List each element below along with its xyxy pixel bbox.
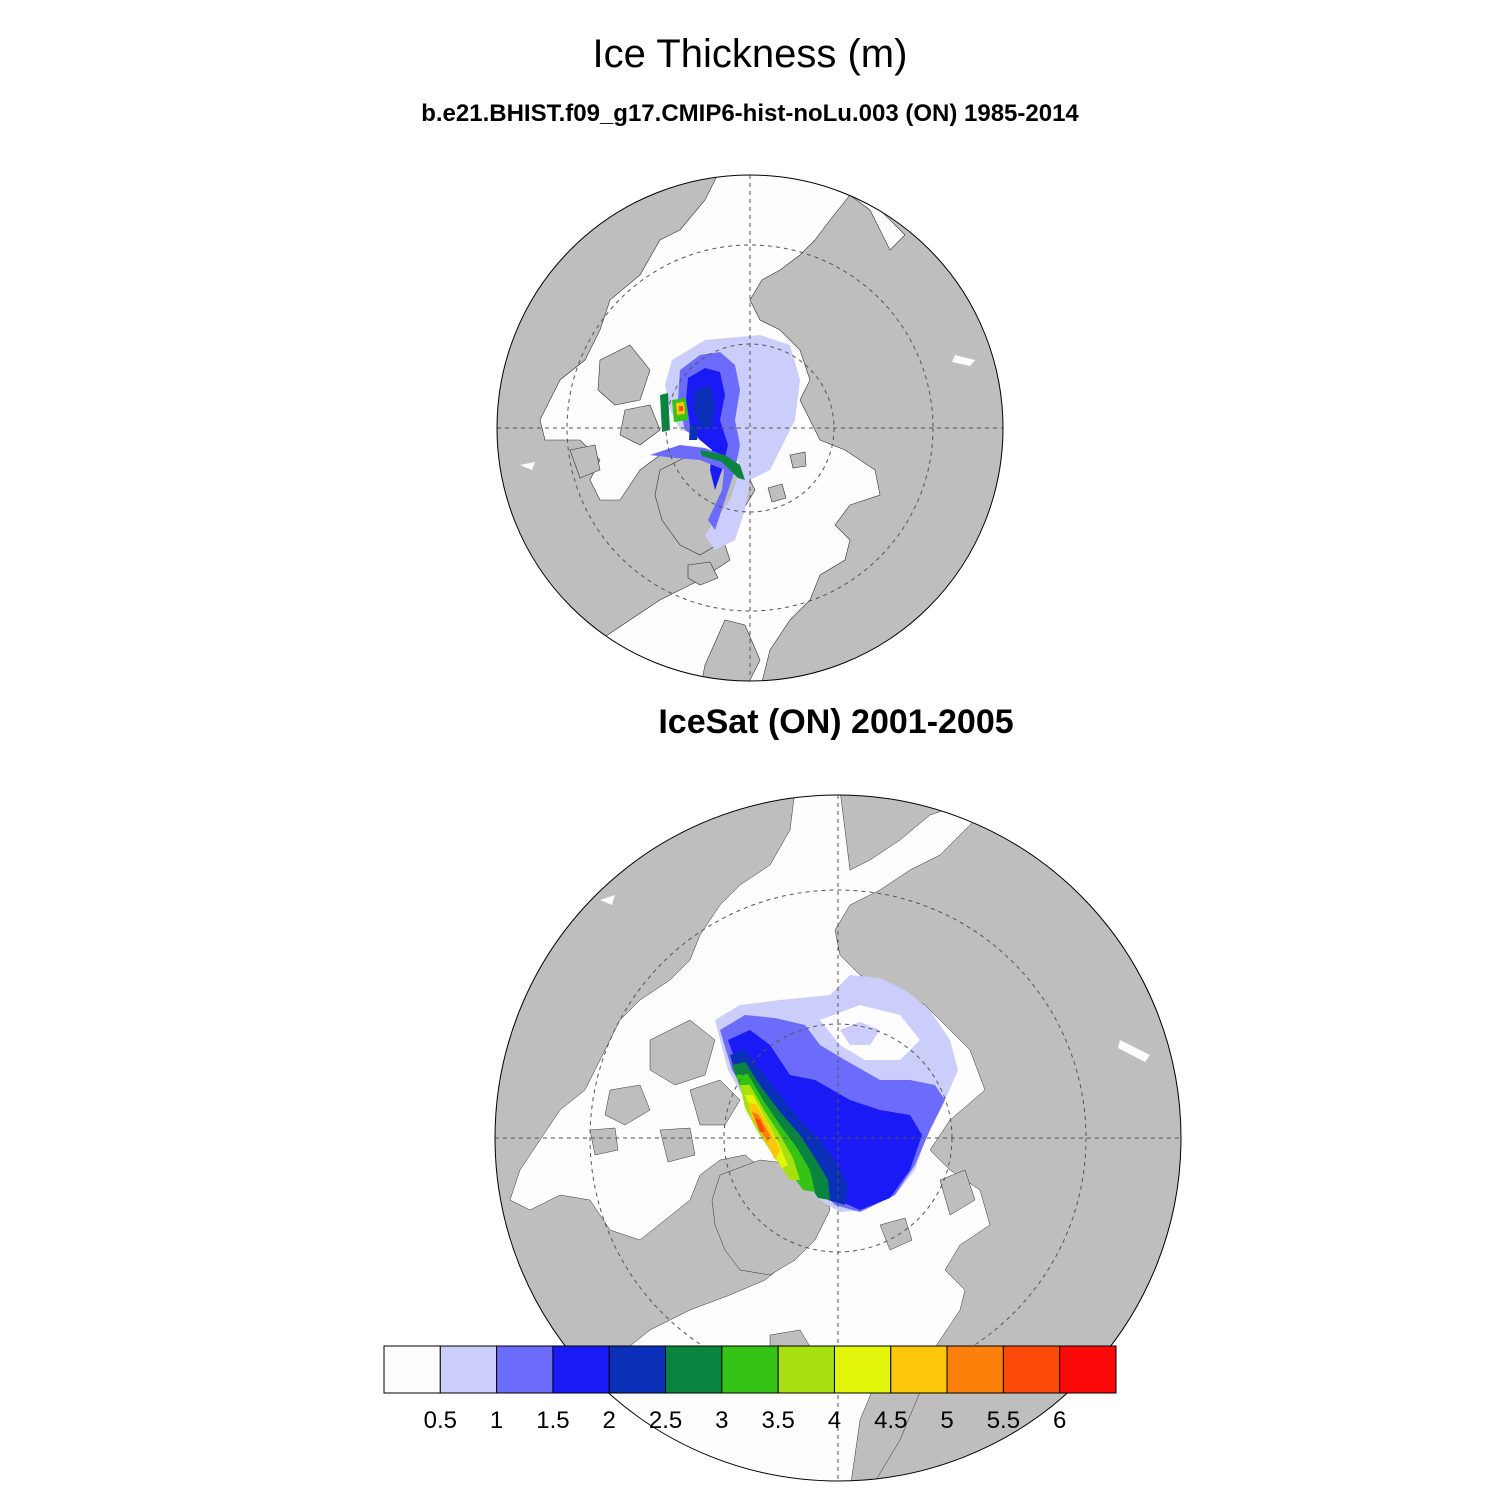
colorbar-swatch (608, 1345, 667, 1394)
bottom-polar-map (494, 794, 1182, 1482)
colorbar-label: 4 (828, 1407, 841, 1434)
top-map-ice (650, 335, 800, 550)
bottom-map-ice (715, 975, 958, 1212)
colorbar-swatch (439, 1345, 498, 1394)
colorbar-label: 2 (603, 1407, 616, 1434)
colorbar-label: 5 (940, 1407, 953, 1434)
colorbar-swatch (1002, 1345, 1061, 1394)
colorbar-swatch (383, 1345, 441, 1394)
colorbar-label: 1.5 (536, 1407, 569, 1434)
colorbar-swatch (665, 1345, 723, 1394)
colorbar-label: 4.5 (874, 1407, 907, 1434)
colorbar-swatch (1059, 1345, 1117, 1394)
colorbar-label: 2.5 (649, 1407, 682, 1434)
bottom-map-land (495, 795, 1181, 1481)
colorbar-label: 5.5 (987, 1407, 1020, 1434)
colorbar-swatch (721, 1345, 779, 1394)
figure-title: Ice Thickness (m) (592, 32, 908, 76)
colorbar-swatch (496, 1345, 554, 1394)
colorbar-label: 0.5 (424, 1407, 457, 1434)
colorbar-swatch (890, 1345, 948, 1394)
colorbar-swatch (946, 1345, 1004, 1394)
colorbar-swatch (552, 1345, 610, 1394)
colorbar-label: 1 (490, 1407, 503, 1434)
top-polar-map (496, 174, 1004, 682)
bottom-panel-title: IceSat (ON) 2001-2005 (658, 703, 1014, 741)
top-map-land (497, 175, 1003, 681)
colorbar-label: 3 (715, 1407, 728, 1434)
colorbar-swatch (833, 1345, 892, 1394)
colorbar-label: 3.5 (761, 1407, 794, 1434)
top-map-graticule (497, 175, 1003, 681)
colorbar: 0.5 1 1.5 2 2.5 3 3.5 4 4.5 5 5.5 6 (383, 1345, 1117, 1434)
top-panel-title: b.e21.BHIST.f09_g17.CMIP6-hist-noLu.003 … (421, 100, 1079, 127)
colorbar-swatch (777, 1345, 835, 1394)
colorbar-label: 6 (1053, 1407, 1066, 1434)
